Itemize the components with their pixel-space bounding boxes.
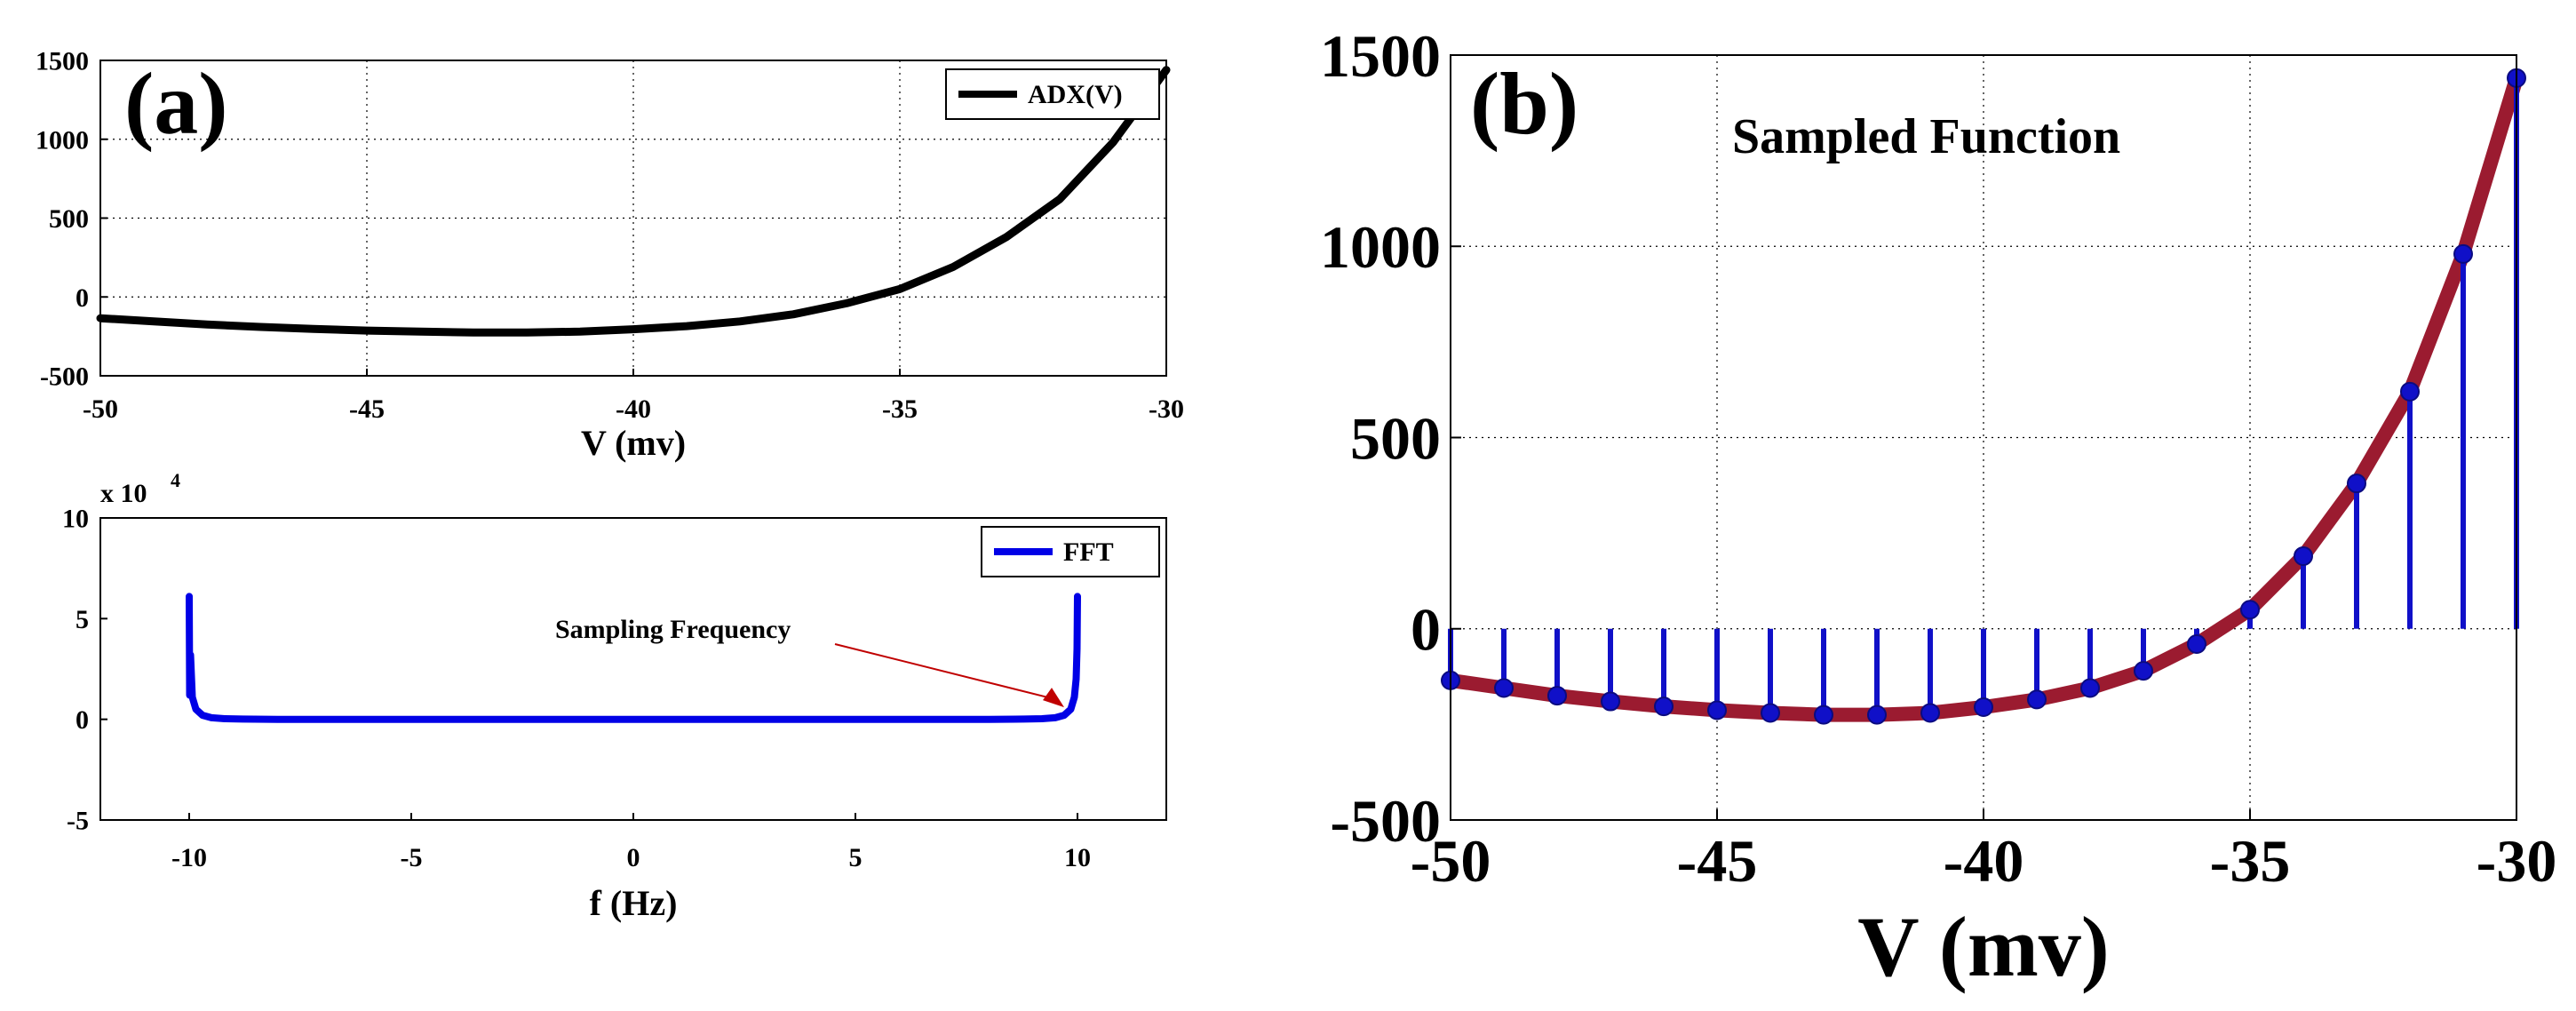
stem-marker	[2080, 678, 2100, 698]
stem-marker	[1814, 705, 1833, 725]
x-tick-label: 10	[1064, 843, 1091, 872]
x-tick-label: -40	[616, 394, 651, 424]
legend: ADX(V)	[945, 68, 1160, 120]
x-tick-label: -10	[171, 843, 207, 872]
panel-label: (a)	[124, 54, 228, 153]
stem-marker	[2294, 545, 2313, 566]
stem-marker	[2453, 243, 2473, 264]
y-tick-label: 1500	[1320, 22, 1441, 90]
stem-marker	[1920, 703, 1940, 723]
x-tick-label: -45	[1677, 827, 1758, 895]
y-tick-label: 10	[62, 505, 89, 534]
stem-series	[1441, 68, 2526, 725]
chart-a-top: -50 -45 -40 -35 -30 -500 0 500 1000 1500 V (mv) ADX…	[36, 47, 1184, 464]
series-line-fft	[186, 593, 1081, 723]
x-tick-label: -35	[2210, 827, 2291, 895]
x-tick-label: -30	[1149, 394, 1184, 424]
stem-marker	[2027, 689, 2047, 710]
x-tick-label: -50	[1411, 827, 1491, 895]
x-tick-label: -35	[882, 394, 918, 424]
stem-marker	[1494, 678, 1514, 698]
stem-marker	[2134, 661, 2153, 681]
panel-label: (b)	[1470, 54, 1578, 153]
y-tick-label: 1000	[36, 125, 89, 155]
x-tick-label: -50	[83, 394, 118, 424]
chart-title: Sampled Function	[1732, 109, 2120, 164]
annotation-arrow	[834, 643, 1060, 702]
x-tick-label: 0	[627, 843, 640, 872]
stem-marker	[1547, 686, 1567, 706]
stem-marker	[2347, 474, 2366, 494]
y-tick-label: 500	[49, 204, 89, 234]
y-tick-label: 5	[76, 605, 89, 634]
stem-marker	[1867, 705, 1887, 725]
y-exponent-label: x 10	[100, 479, 147, 508]
stem-marker	[1654, 697, 1674, 717]
y-tick-label: 1500	[36, 47, 89, 76]
stem-marker	[1707, 700, 1727, 720]
annotation-text: Sampling Frequency	[555, 615, 791, 644]
y-tick-label: 0	[76, 283, 89, 313]
y-tick-label: 0	[76, 705, 89, 735]
stem-marker	[2400, 381, 2420, 402]
legend-label: ADX(V)	[1028, 80, 1123, 109]
annotation-arrowhead	[1043, 688, 1064, 708]
x-tick-label: 5	[849, 843, 863, 872]
x-axis-label: f (Hz)	[590, 883, 678, 923]
x-axis-label: V (mv)	[1857, 899, 2110, 994]
stem-marker	[2187, 633, 2206, 654]
legend: FFT	[981, 526, 1160, 577]
y-tick-label: 0	[1411, 596, 1441, 664]
chart-a-bottom: -10 -5 0 5 10 -5 0 5 10 f (Hz) x 10 4 FFT Sampling Fr…	[62, 469, 1167, 923]
x-tick-label: -30	[2477, 827, 2557, 895]
x-tick-label: -40	[1944, 827, 2024, 895]
series-line-adx-v-	[96, 66, 1171, 337]
x-axis-label: V (mv)	[581, 423, 686, 463]
y-exponent-power: 4	[171, 469, 180, 491]
legend-label: FFT	[1063, 537, 1114, 567]
y-tick-label: -500	[1330, 787, 1441, 855]
x-tick-label: -5	[401, 843, 423, 872]
y-tick-label: -500	[40, 362, 89, 392]
y-tick-label: -5	[67, 807, 89, 836]
annotation: Sampling Frequency	[555, 615, 1064, 708]
y-tick-label: 1000	[1320, 213, 1441, 281]
y-tick-label: 500	[1350, 404, 1441, 472]
chart-b: -50 -45 -40 -35 -30 -500 0 500 1000 1500 V (mv) (b)…	[1320, 22, 2556, 994]
stem-marker	[1761, 703, 1780, 723]
x-tick-label: -45	[349, 394, 385, 424]
stem-marker	[2240, 600, 2260, 620]
stem-marker	[1974, 697, 1993, 718]
stem-marker	[1601, 691, 1620, 712]
